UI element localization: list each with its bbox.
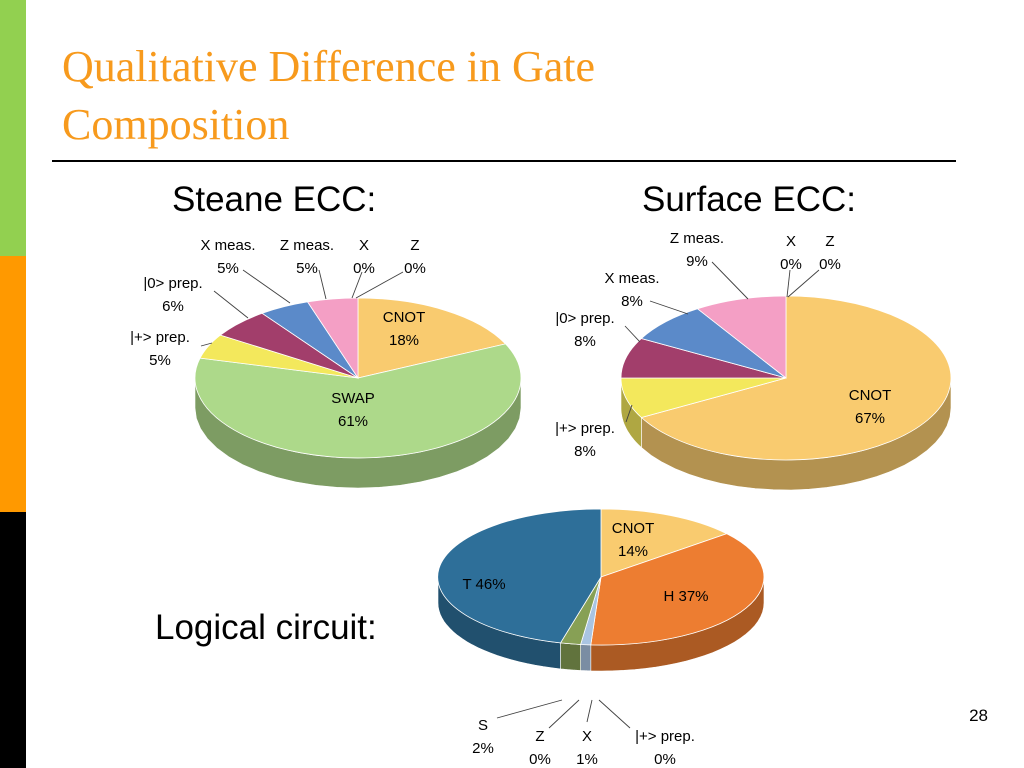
slide-title: Qualitative Difference in Gate Compositi…: [62, 38, 595, 154]
title-divider: [52, 160, 956, 162]
steane-leader-line-z: [355, 271, 404, 299]
logical-leader-line-prep: [598, 699, 631, 729]
slide-title-line-1: Qualitative Difference in Gate: [62, 42, 596, 91]
steane-data-label-0-prep: |0> prep. 6%: [143, 275, 202, 315]
steane-slice-z-meas: [306, 297, 359, 380]
slide-title-line-2: Composition: [62, 100, 290, 149]
logical-data-label-t: T 46%: [462, 576, 505, 593]
logical-data-label-h: H 37%: [663, 588, 708, 605]
page-number: 28: [969, 706, 988, 725]
logical-data-label-cnot: CNOT 14%: [612, 520, 655, 560]
surface-leader-line-x: [786, 269, 791, 298]
steane-data-label-x-meas: X meas. 5%: [200, 237, 255, 277]
surface-data-label-0-prep: |0> prep. 8%: [555, 310, 614, 350]
logical-data-label-z: Z 0%: [529, 728, 551, 768]
surface-data-label-z: Z 0%: [819, 233, 841, 273]
logical-data-label-prep: |+> prep. 0%: [635, 728, 695, 768]
logical-pie-chart: CNOT 14% H 37% |+> prep. 0% X 1% Z 0% S 2% T 46%: [437, 508, 765, 768]
steane-leader-line-z-meas: [318, 269, 327, 300]
steane-slice-swap: [194, 343, 522, 459]
logical-chart-heading: Logical circuit:: [155, 608, 377, 647]
logical-slice-side-x: [580, 644, 592, 672]
steane-data-label-z: Z 0%: [404, 237, 426, 277]
logical-leader-line-x: [586, 699, 593, 723]
surface-data-label-z-meas: Z meas. 9%: [670, 230, 724, 270]
logical-leader-line-z: [548, 699, 580, 729]
logical-data-label-s: S 2%: [472, 717, 494, 757]
logical-leader-line-s: [496, 699, 563, 719]
surface-data-label-cnot: CNOT 67%: [849, 387, 892, 427]
steane-data-label-cnot: CNOT 18%: [383, 309, 426, 349]
surface-leader-line-prep: [625, 404, 633, 423]
accent-bar-black: [0, 512, 26, 768]
steane-chart-heading: Steane ECC:: [172, 180, 377, 219]
steane-data-label-prep: |+> prep. 5%: [130, 329, 190, 369]
surface-pie-chart: CNOT 67% |+> prep. 8% |0> prep. 8%X meas. 8% Z …: [555, 230, 952, 491]
surface-data-label-prep: |+> prep. 8%: [555, 420, 615, 460]
logical-data-label-x: X 1%: [576, 728, 598, 768]
surface-leader-line-x-meas: [649, 300, 689, 315]
accent-bar-green: [0, 0, 26, 256]
steane-data-label-swap: SWAP 61%: [331, 390, 375, 430]
steane-slice-cnot: [357, 297, 507, 379]
surface-slice-z-meas: [696, 295, 787, 379]
accent-bar-orange: [0, 256, 26, 512]
surface-data-label-x-meas: X meas. 8%: [604, 270, 659, 310]
steane-leader-line-0-prep: [213, 290, 249, 319]
logical-slice-h: [590, 533, 765, 646]
surface-leader-line-z-meas: [711, 261, 749, 300]
steane-leader-line-x-meas: [242, 269, 291, 304]
steane-pie-chart: CNOT 18% SWAP 61% |+> prep. 5% |0> prep. 6%X me…: [130, 237, 522, 489]
logical-slice-cnot: [600, 508, 728, 578]
steane-data-label-x: X 0%: [353, 237, 375, 277]
logical-slice-side-s: [560, 642, 581, 671]
surface-chart-heading: Surface ECC:: [642, 180, 856, 219]
surface-leader-line-z: [787, 269, 820, 298]
steane-data-label-z-meas: Z meas. 5%: [280, 237, 334, 277]
logical-slice-t: [437, 508, 602, 644]
surface-slice-cnot: [640, 295, 952, 461]
steane-leader-line-x: [351, 271, 363, 299]
surface-data-label-x: X 0%: [780, 233, 802, 273]
surface-leader-line-0-prep: [624, 325, 641, 343]
steane-leader-line-prep: [200, 342, 213, 347]
